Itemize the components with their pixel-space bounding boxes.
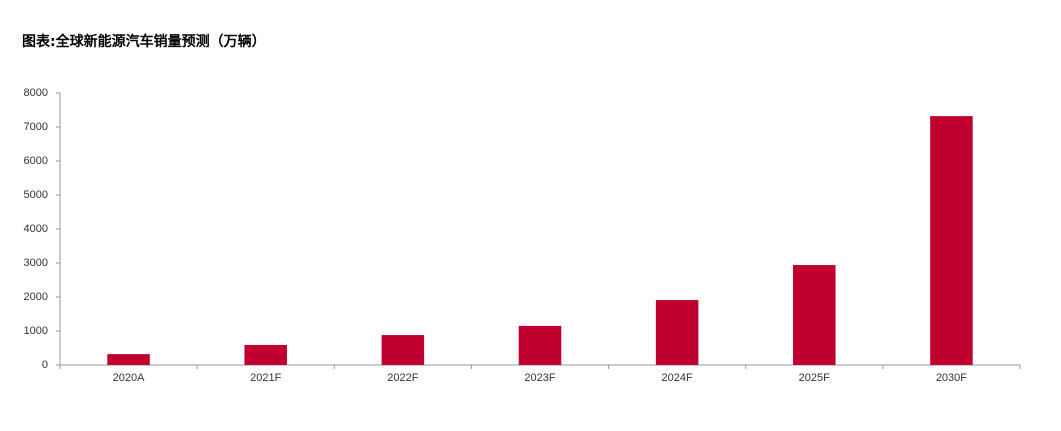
bar bbox=[793, 265, 836, 365]
x-tick-label: 2024F bbox=[662, 372, 693, 384]
bar bbox=[655, 300, 699, 365]
y-tick-label: 5000 bbox=[24, 189, 48, 201]
x-tick-label: 2023F bbox=[524, 372, 555, 384]
x-tick-label: 2025F bbox=[799, 372, 830, 384]
y-tick-label: 1000 bbox=[24, 325, 48, 337]
bar bbox=[381, 335, 425, 365]
y-tick-label: 6000 bbox=[24, 155, 48, 167]
x-tick-label: 2030F bbox=[936, 372, 967, 384]
x-tick-label: 2020A bbox=[113, 372, 145, 384]
y-tick-label: 3000 bbox=[24, 257, 48, 269]
x-tick-label: 2022F bbox=[387, 372, 418, 384]
chart-title: 图表:全球新能源汽车销量预测（万辆） bbox=[22, 33, 266, 50]
y-tick-label: 4000 bbox=[24, 223, 48, 235]
bar bbox=[107, 354, 150, 365]
y-tick-label: 7000 bbox=[24, 121, 48, 133]
bar bbox=[518, 325, 562, 365]
bar bbox=[930, 116, 973, 366]
y-tick-label: 2000 bbox=[24, 291, 48, 303]
y-tick-label: 8000 bbox=[24, 87, 48, 99]
bar bbox=[244, 344, 287, 365]
x-tick-label: 2021F bbox=[250, 372, 281, 384]
y-tick-label: 0 bbox=[42, 359, 48, 371]
